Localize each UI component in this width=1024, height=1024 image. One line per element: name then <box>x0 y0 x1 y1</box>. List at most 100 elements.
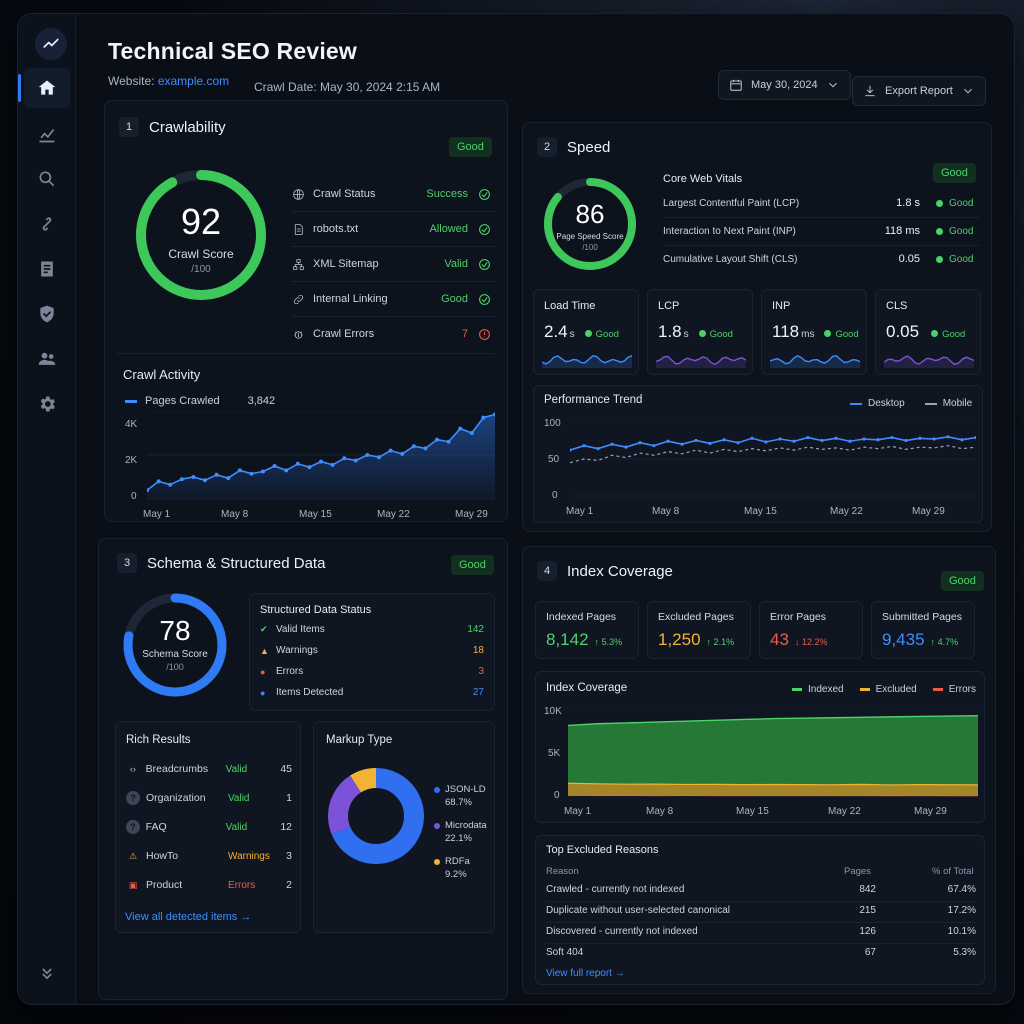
data-point <box>214 472 219 477</box>
table-row[interactable]: Discovered - currently not indexed 126 10.… <box>546 926 976 937</box>
speed-score-value: 86 <box>575 199 605 229</box>
x-tick: May 22 <box>377 509 410 520</box>
x-tick: May 15 <box>299 509 332 520</box>
table-row[interactable]: Soft 404 67 5.3% <box>546 947 976 958</box>
website-label: Website: <box>108 74 155 88</box>
kpi-label: Indexed Pages <box>546 611 617 623</box>
index-kpi-card[interactable]: Indexed Pages 8,142 ↑ 5.3% <box>535 601 639 659</box>
panel-number: 3 <box>117 553 137 573</box>
panel-number: 2 <box>537 137 557 157</box>
data-point <box>377 455 381 460</box>
speed-kpi-card[interactable]: INP 118 ms Good <box>761 289 867 375</box>
code-icon: ‹› <box>129 764 136 774</box>
legend-item: Indexed <box>792 684 844 695</box>
sidebar-item-links[interactable] <box>24 204 70 244</box>
schema-panel: 3 Schema & Structured Data Good 78 Schem… <box>98 538 508 1000</box>
sidebar-expand[interactable] <box>24 954 70 994</box>
legend-item: Errors <box>932 684 976 695</box>
kpi-value-row: 1.8 s Good <box>658 322 733 342</box>
data-point <box>435 437 439 442</box>
performance-trend-chart <box>570 422 976 497</box>
legend-pct: 68.7% <box>445 797 472 808</box>
crawl-check-row[interactable]: XML Sitemap Valid <box>291 257 491 271</box>
kpi-unit: s <box>683 329 689 340</box>
arrow-down-icon: ↓ <box>794 637 802 647</box>
table-row[interactable]: Crawled - currently not indexed 842 67.4% <box>546 884 976 895</box>
rich-result-row[interactable]: ‹› Breadcrumbs Valid 45 <box>126 762 292 776</box>
data-point <box>469 431 474 435</box>
crawl-check-row[interactable]: Crawl Status Success <box>291 187 491 201</box>
legend-swatch <box>932 688 943 691</box>
mobile-line <box>570 445 976 464</box>
crawl-check-row[interactable]: Internal Linking Good <box>291 292 491 306</box>
pct-cell: 17.2% <box>947 905 976 916</box>
cwv-value: 0.05 <box>898 253 920 265</box>
reason-cell: Crawled - currently not indexed <box>546 884 685 895</box>
kpi-value-row: 9,435 ↑ 4.7% <box>882 630 958 650</box>
index-kpi-card[interactable]: Submitted Pages 9,435 ↑ 4.7% <box>871 601 975 659</box>
view-full-report-link[interactable]: View full report → <box>546 968 625 979</box>
legend-label: RDFa <box>445 856 470 867</box>
rich-result-row[interactable]: ? FAQ Valid 12 <box>126 820 292 834</box>
rich-result-row[interactable]: ? Organization Valid 1 <box>126 791 292 805</box>
data-point <box>652 444 656 448</box>
sidebar-item-search[interactable] <box>24 159 70 199</box>
speed-kpi-card[interactable]: LCP 1.8 s Good <box>647 289 753 375</box>
crawl-check-row[interactable]: robots.txt Allowed <box>291 222 491 236</box>
export-label: Export Report <box>885 85 953 97</box>
globe-icon <box>291 187 305 201</box>
crawl-score-value: 92 <box>180 201 222 242</box>
x-tick: May 22 <box>828 806 861 817</box>
index-kpi-card[interactable]: Excluded Pages 1,250 ↑ 2.1% <box>647 601 751 659</box>
legend-label: Microdata <box>445 820 487 831</box>
y-tick: 50 <box>548 454 560 465</box>
reason-cell: Discovered - currently not indexed <box>546 926 698 937</box>
export-report-button[interactable]: Export Report <box>852 76 986 106</box>
rich-result-row[interactable]: ▣ Product Errors 2 <box>126 878 292 892</box>
data-point <box>237 468 242 473</box>
date-picker-button[interactable]: May 30, 2024 <box>718 70 851 100</box>
logo-icon[interactable] <box>35 28 67 60</box>
data-point <box>610 442 614 446</box>
rich-count: 3 <box>286 850 292 862</box>
pages-cell: 67 <box>864 947 876 958</box>
x-tick: May 29 <box>455 509 488 520</box>
pct-cell: 10.1% <box>947 926 976 937</box>
kpi-sparkline <box>542 355 632 368</box>
data-point <box>918 436 922 440</box>
sidebar-item-settings[interactable] <box>24 384 70 424</box>
speed-kpi-card[interactable]: CLS 0.05 Good <box>875 289 981 375</box>
col-pct: % of Total <box>932 866 974 877</box>
website-link[interactable]: example.com <box>157 74 230 88</box>
schema-score-max: /100 <box>166 662 184 672</box>
status-title: Structured Data Status <box>260 604 372 616</box>
x-tick: May 1 <box>564 806 592 817</box>
speed-kpi-card[interactable]: Load Time 2.4 s Good <box>533 289 639 375</box>
sidebar-item-security[interactable] <box>24 294 70 334</box>
sidebar-item-reports[interactable] <box>24 249 70 289</box>
status-value: 27 <box>472 687 484 698</box>
table-row[interactable]: Duplicate without user-selected canonica… <box>546 905 976 916</box>
sidebar-item-home[interactable] <box>18 68 70 108</box>
status-dot <box>936 199 943 207</box>
view-all-detected-link[interactable]: View all detected items → <box>125 911 251 923</box>
panel-title-text: Schema & Structured Data <box>147 554 326 572</box>
download-icon <box>865 85 875 97</box>
rich-result-row[interactable]: ⚠ HowTo Warnings 3 <box>126 849 292 863</box>
status-row: ▲ Warnings 18 <box>260 645 484 656</box>
panel-title-text: Index Coverage <box>567 562 673 580</box>
check-circle-icon <box>478 188 491 201</box>
status-badge: Good <box>451 555 494 575</box>
speed-score: 86 Page Speed Score /100 <box>541 199 639 252</box>
sidebar-item-analytics[interactable] <box>24 114 70 154</box>
check-icon: ✔ <box>260 624 268 634</box>
legend-line: Microdata <box>434 820 487 831</box>
structured-data-status: Structured Data Status ✔ Valid Items 142 ▲ W… <box>249 593 495 711</box>
status-dot <box>931 330 939 337</box>
legend-value: 3,842 <box>247 395 276 407</box>
index-kpi-card[interactable]: Error Pages 43 ↓ 12.2% <box>759 601 863 659</box>
sidebar-item-users[interactable] <box>24 339 70 379</box>
crawl-check-row[interactable]: Crawl Errors 7 <box>291 327 491 341</box>
speed-title: 2 Speed <box>537 137 610 157</box>
speed-score-ring <box>544 178 636 270</box>
